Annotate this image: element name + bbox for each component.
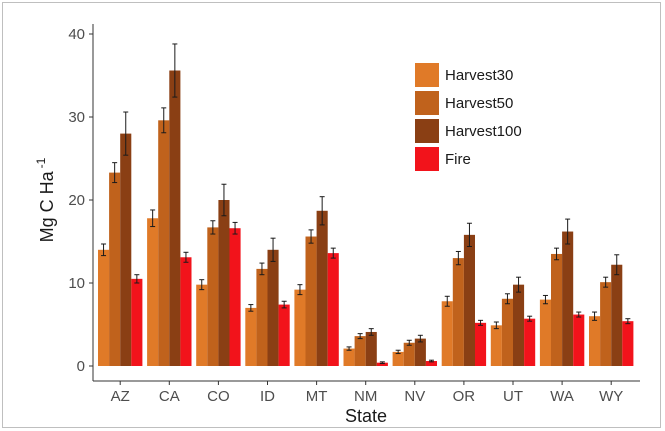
legend-swatch-harvest100 xyxy=(415,119,439,143)
bar-ca-harvest50 xyxy=(158,120,170,366)
x-tick-label: MT xyxy=(306,388,328,405)
bar-wy-harvest30 xyxy=(589,316,601,366)
bar-or-fire xyxy=(475,322,487,366)
bar-id-fire xyxy=(278,304,290,366)
bar-ut-harvest50 xyxy=(501,298,513,366)
bar-or-harvest100 xyxy=(463,234,475,366)
bar-nm-fire xyxy=(376,362,388,366)
y-tick-label: 40 xyxy=(68,26,85,43)
legend-label-harvest30: Harvest30 xyxy=(445,67,513,84)
x-tick-label: NV xyxy=(404,388,425,405)
legend-swatch-harvest50 xyxy=(415,91,439,115)
bar-co-fire xyxy=(229,228,241,366)
x-tick-label: NM xyxy=(354,388,377,405)
y-axis-title-main: Mg C Ha xyxy=(37,170,57,242)
bar-ca-harvest100 xyxy=(169,70,181,367)
bar-nv-harvest30 xyxy=(392,351,404,366)
bar-wa-fire xyxy=(573,314,585,366)
error-bars-layer xyxy=(101,43,631,365)
bar-ca-fire xyxy=(180,257,192,366)
bar-wa-harvest50 xyxy=(551,253,563,366)
legend-label-fire: Fire xyxy=(445,151,471,168)
legend-swatch-fire xyxy=(415,147,439,171)
bar-az-fire xyxy=(131,278,143,366)
bar-wa-harvest30 xyxy=(539,299,551,366)
x-tick-label: AZ xyxy=(111,388,130,405)
y-tick-label: 30 xyxy=(68,109,85,126)
y-axis-title: Mg C Ha -1 xyxy=(34,157,57,242)
bar-nv-fire xyxy=(425,361,437,366)
bar-or-harvest30 xyxy=(441,301,453,366)
bar-id-harvest100 xyxy=(267,249,279,366)
bar-wa-harvest100 xyxy=(562,231,574,366)
bar-co-harvest30 xyxy=(196,284,208,366)
bar-or-harvest50 xyxy=(452,258,464,366)
bar-ca-harvest30 xyxy=(147,218,159,366)
bar-nm-harvest30 xyxy=(343,348,355,366)
y-ticks: 0 10 20 30 40 xyxy=(68,26,93,375)
legend-label-harvest50: Harvest50 xyxy=(445,95,513,112)
bar-wy-fire xyxy=(622,321,634,366)
legend-label-harvest100: Harvest100 xyxy=(445,123,522,140)
legend: Harvest30 Harvest50 Harvest100 Fire xyxy=(415,63,522,171)
bar-mt-harvest100 xyxy=(316,210,328,366)
x-tick-label: WY xyxy=(599,388,623,405)
bar-ut-fire xyxy=(524,318,536,366)
x-tick-label: ID xyxy=(260,388,275,405)
bar-nv-harvest100 xyxy=(414,338,426,366)
y-tick-label: 10 xyxy=(68,275,85,292)
bar-wy-harvest100 xyxy=(611,264,623,366)
bar-wy-harvest50 xyxy=(600,282,612,366)
x-tick-label: CO xyxy=(207,388,230,405)
bar-nm-harvest50 xyxy=(354,336,366,366)
x-axis-title: State xyxy=(345,406,387,426)
bar-co-harvest100 xyxy=(218,200,230,366)
legend-swatch-harvest30 xyxy=(415,63,439,87)
bar-nm-harvest100 xyxy=(365,331,377,366)
bar-id-harvest30 xyxy=(245,307,257,366)
y-axis-title-superscript: -1 xyxy=(34,157,48,168)
bar-az-harvest50 xyxy=(109,172,121,366)
bar-mt-harvest50 xyxy=(305,236,317,366)
bar-ut-harvest30 xyxy=(490,325,502,366)
bars-layer xyxy=(98,70,634,367)
bar-id-harvest50 xyxy=(256,268,268,366)
x-ticks: AZ CA CO ID MT NM NV OR UT WA WY xyxy=(111,381,623,405)
x-tick-label: UT xyxy=(503,388,523,405)
bar-mt-harvest30 xyxy=(294,289,306,366)
x-tick-label: WA xyxy=(550,388,574,405)
x-tick-label: OR xyxy=(453,388,476,405)
bar-co-harvest50 xyxy=(207,227,219,366)
bar-az-harvest30 xyxy=(98,249,110,366)
bar-nv-harvest50 xyxy=(403,342,415,366)
bar-az-harvest100 xyxy=(120,133,132,366)
bar-mt-fire xyxy=(327,253,339,366)
bar-ut-harvest100 xyxy=(513,284,525,366)
y-tick-label: 20 xyxy=(68,192,85,209)
y-tick-label: 0 xyxy=(77,358,85,375)
x-tick-label: CA xyxy=(159,388,180,405)
